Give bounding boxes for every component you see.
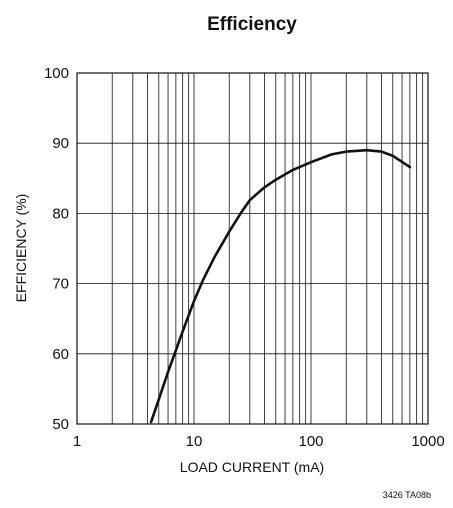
y-tick-label: 60 [52, 346, 69, 363]
y-tick-label: 50 [52, 416, 69, 433]
x-tick-label: 100 [298, 433, 323, 450]
y-tick-label: 100 [44, 65, 69, 82]
x-tick-label: 1 [73, 433, 81, 450]
x-tick-label: 10 [186, 433, 203, 450]
series-line [149, 148, 412, 424]
x-tick-label: 1000 [411, 433, 444, 450]
y-tick-label: 90 [52, 135, 69, 152]
y-tick-labels: 50 60 70 80 90 100 [44, 65, 69, 433]
x-axis-label: LOAD CURRENT (mA) [180, 459, 324, 475]
grid [77, 73, 428, 424]
figure-code: 3426 TA08b [383, 490, 431, 500]
plot-frame [76, 72, 429, 425]
series-group [149, 148, 412, 424]
y-axis-label: EFFICIENCY (%) [13, 194, 29, 303]
y-tick-label: 70 [52, 276, 69, 293]
y-tick-label: 80 [52, 205, 69, 222]
x-tick-labels: 1 10 100 1000 [73, 433, 445, 450]
chart-title: Efficiency [207, 14, 297, 35]
